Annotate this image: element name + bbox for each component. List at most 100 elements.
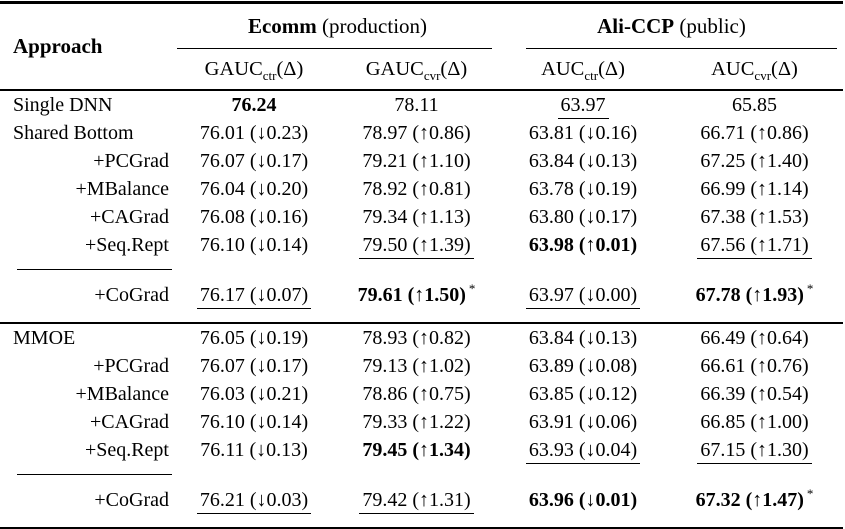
approach-label: +Seq.Rept: [84, 438, 169, 461]
metric-value: 67.78 (↑1.93): [695, 283, 804, 306]
approach-divider-row: [0, 464, 843, 481]
metric-value: 63.98 (↑0.01): [528, 233, 638, 256]
metric-value-cell: 76.03 (↓0.21): [175, 380, 333, 408]
metric-value-cell: 76.08 (↓0.16): [175, 203, 333, 231]
metric-value: 76.10 (↓0.14): [199, 410, 309, 433]
metric-value-cell: 63.97: [500, 90, 666, 119]
metric-value: 66.61 (↑0.76): [700, 354, 809, 377]
table-header: Approach Ecomm (production) Ali-CCP (pub…: [0, 2, 844, 91]
metric-value: 63.96 (↓0.01): [528, 488, 638, 511]
metric-value: 63.80 (↓0.17): [528, 205, 638, 228]
approach-label: +CAGrad: [89, 205, 169, 228]
metric-value: 79.34 (↑1.13): [362, 205, 471, 228]
metric-suffix: (Δ): [771, 57, 798, 80]
metric-value-cell: 76.21 (↓0.03): [175, 481, 333, 529]
metric-value-cell: 63.89 (↓0.08): [500, 352, 666, 380]
approach-label: +CoGrad: [94, 283, 169, 306]
metric-value-cell: 66.71 (↑0.86): [666, 119, 843, 147]
significance-star: *: [468, 280, 476, 296]
metric-value-cell: 63.84 (↓0.13): [500, 147, 666, 175]
metric-value-cell: 79.34 (↑1.13): [333, 203, 500, 231]
table-body: Single DNN 76.24 78.11 63.97 65.85 Shared Bot…: [0, 90, 844, 529]
approach-label: +Seq.Rept: [84, 233, 169, 256]
metric-value-cell: 79.33 (↑1.22): [333, 408, 500, 436]
approach-label: +PCGrad: [93, 149, 169, 172]
metric-value: 66.71 (↑0.86): [700, 121, 809, 144]
table-row: MMOE 76.05 (↓0.19) 78.93 (↑0.82) 63.84 (↓0.…: [0, 323, 843, 352]
metric-value-cell: 63.84 (↓0.13): [500, 323, 666, 352]
metric-header-row: GAUCctr(Δ) GAUCcvr(Δ) AUCctr(Δ) AUCcvr(Δ…: [0, 49, 844, 91]
metric-name: AUC: [541, 57, 585, 80]
approach-rule-line: [17, 474, 172, 475]
metric-suffix: (Δ): [440, 57, 468, 80]
metric-value: 67.15 (↑1.30): [697, 438, 812, 464]
metric-value: 79.21 (↑1.10): [362, 149, 471, 172]
metric-subscript: ctr: [584, 67, 599, 83]
table-row: +MBalance 76.04 (↓0.20) 78.92 (↑0.81) 63.78…: [0, 175, 843, 203]
metric-value: 76.11 (↓0.13): [200, 438, 308, 461]
metric-value-cell: 78.97 (↑0.86): [333, 119, 500, 147]
approach-column-header: Approach: [0, 2, 175, 91]
metric-value: 78.93 (↑0.82): [362, 326, 471, 349]
table-row: +PCGrad 76.07 (↓0.17) 79.13 (↑1.02) 63.89 (…: [0, 352, 843, 380]
table-row: +CAGrad 76.10 (↓0.14) 79.33 (↑1.22) 63.91 (…: [0, 408, 843, 436]
approach-label: +CoGrad: [94, 488, 169, 511]
metric-value-cell: 65.85: [666, 90, 843, 119]
table-row: +CAGrad 76.08 (↓0.16) 79.34 (↑1.13) 63.80 (…: [0, 203, 843, 231]
metric-name: AUC: [711, 57, 755, 80]
metric-value-cell: 78.93 (↑0.82): [333, 323, 500, 352]
metric-value: 63.85 (↓0.12): [528, 382, 638, 405]
table-row: +Seq.Rept 76.10 (↓0.14) 79.50 (↑1.39) 63.98…: [0, 231, 843, 259]
metric-value-cell: 66.49 (↑0.64): [666, 323, 843, 352]
metric-value: 63.93 (↓0.04): [525, 438, 641, 464]
spacer-cell: [175, 464, 843, 481]
metric-value-cell: 79.61 (↑1.50) *: [333, 276, 500, 322]
metric-value: 76.05 (↓0.19): [199, 326, 309, 349]
metric-value: 76.07 (↓0.17): [199, 354, 309, 377]
metric-value-cell: 79.50 (↑1.39): [333, 231, 500, 259]
metric-value: 66.49 (↑0.64): [700, 326, 809, 349]
metric-value: 79.61 (↑1.50): [357, 283, 466, 306]
metric-value-cell: 67.25 (↑1.40): [666, 147, 843, 175]
significance-star: *: [806, 485, 814, 501]
metric-value-cell: 63.96 (↓0.01): [500, 481, 666, 529]
table-row: +Seq.Rept 76.11 (↓0.13) 79.45 (↑1.34) 63.93…: [0, 436, 843, 464]
metric-value: 79.50 (↑1.39): [359, 233, 474, 259]
approach-divider-row: [0, 259, 843, 276]
group-header-aliccp: Ali-CCP (public): [500, 3, 843, 49]
group-qualifier-aliccp: (public): [674, 14, 746, 38]
table-row: +CoGrad 76.17 (↓0.07) 79.61 (↑1.50) * 63.97 …: [0, 276, 843, 322]
metric-value-cell: 66.39 (↑0.54): [666, 380, 843, 408]
metric-value: 67.38 (↑1.53): [700, 205, 809, 228]
metric-value-cell: 76.05 (↓0.19): [175, 323, 333, 352]
metric-value-cell: 79.42 (↑1.31): [333, 481, 500, 529]
col-header-gauc-cvr: GAUCcvr(Δ): [333, 49, 500, 91]
metric-value-cell: 76.04 (↓0.20): [175, 175, 333, 203]
approach-label: MMOE: [13, 326, 76, 349]
approach-label: +MBalance: [75, 177, 169, 200]
metric-value: 63.91 (↓0.06): [528, 410, 638, 433]
metric-value: 76.24: [231, 93, 277, 116]
metric-value: 63.84 (↓0.13): [528, 149, 638, 172]
table-row: +CoGrad 76.21 (↓0.03) 79.42 (↑1.31) 63.96 (…: [0, 481, 843, 529]
metric-value: 76.21 (↓0.03): [196, 488, 312, 514]
metric-value-cell: 67.15 (↑1.30): [666, 436, 843, 464]
metric-value: 63.89 (↓0.08): [528, 354, 638, 377]
metric-value-cell: 63.85 (↓0.12): [500, 380, 666, 408]
metric-value-cell: 79.13 (↑1.02): [333, 352, 500, 380]
metric-value-cell: 76.10 (↓0.14): [175, 231, 333, 259]
spacer-cell: [175, 259, 843, 276]
metric-value: 66.85 (↑1.00): [700, 410, 809, 433]
metric-subscript: cvr: [754, 67, 772, 83]
approach-label: +MBalance: [75, 382, 169, 405]
group-qualifier-ecomm: (production): [316, 14, 428, 38]
metric-value-cell: 66.61 (↑0.76): [666, 352, 843, 380]
metric-value: 67.56 (↑1.71): [697, 233, 812, 259]
metric-value-cell: 78.11: [333, 90, 500, 119]
metric-value-cell: 76.11 (↓0.13): [175, 436, 333, 464]
metric-value: 63.81 (↓0.16): [528, 121, 638, 144]
metric-value: 66.99 (↑1.14): [700, 177, 809, 200]
metric-value-cell: 76.01 (↓0.23): [175, 119, 333, 147]
metric-value-cell: 67.38 (↑1.53): [666, 203, 843, 231]
